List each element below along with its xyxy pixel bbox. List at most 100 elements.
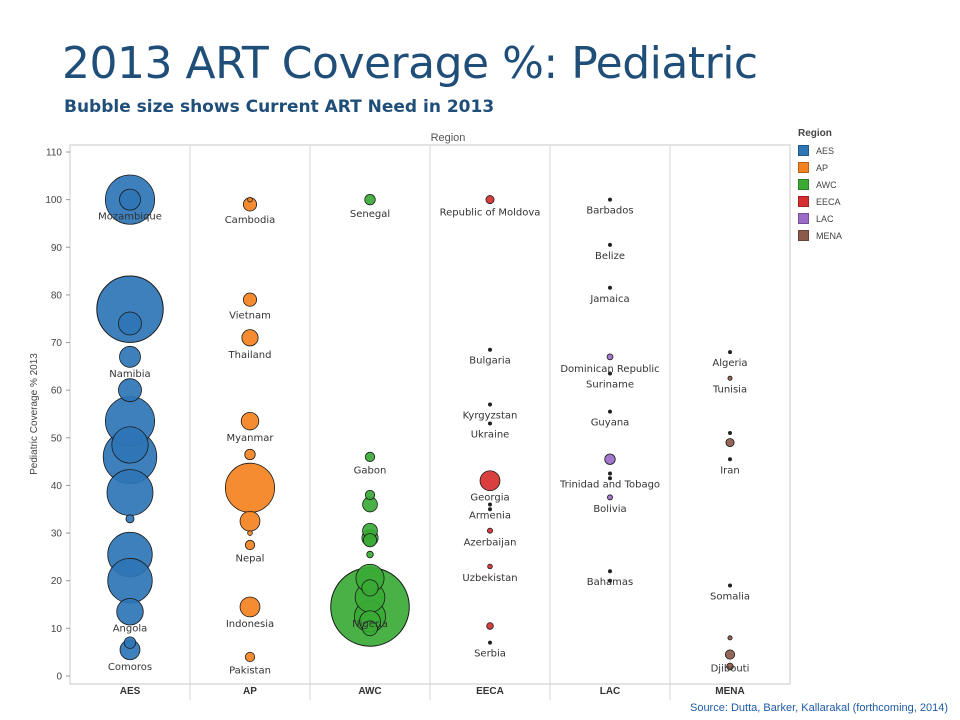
bubble-mena[interactable] <box>728 457 732 462</box>
point-label: Uzbekistan <box>462 573 517 584</box>
bubble-mena[interactable] <box>725 438 735 448</box>
point-label: Suriname <box>586 380 634 391</box>
bubble-mena[interactable] <box>728 350 732 355</box>
bubble-ap[interactable] <box>224 462 276 513</box>
bubble-ap[interactable] <box>239 596 261 618</box>
bubble-eeca[interactable] <box>488 347 492 352</box>
bubble-lac[interactable] <box>608 371 612 376</box>
point-label: Bahamas <box>587 577 634 588</box>
bubble-awc[interactable] <box>364 451 376 462</box>
point-label: Nigeria <box>352 619 388 630</box>
legend-label: MENA <box>816 230 843 241</box>
bubble-eeca[interactable] <box>488 640 492 645</box>
y-tick-label: 110 <box>46 148 62 159</box>
bubble-awc[interactable] <box>364 489 376 501</box>
bubble-mena[interactable] <box>726 662 734 671</box>
bubble-ap[interactable] <box>244 448 256 461</box>
y-tick-label: 30 <box>51 529 63 540</box>
point-label: Pakistan <box>229 666 271 677</box>
source-note: Source: Dutta, Barker, Kallarakal (forth… <box>689 702 948 714</box>
region-header-label: Region <box>431 132 466 144</box>
bubble-mena[interactable] <box>728 431 732 436</box>
x-category-label: AES <box>120 686 141 697</box>
bubble-ap[interactable] <box>244 651 256 663</box>
bubble-aes[interactable] <box>96 275 164 343</box>
bubble-ap[interactable] <box>247 196 253 203</box>
bubble-awc[interactable] <box>362 533 378 548</box>
x-category-label: AP <box>243 686 257 697</box>
bubble-ap[interactable] <box>240 411 260 431</box>
legend-swatch <box>798 230 809 241</box>
legend-label: LAC <box>816 213 834 224</box>
bubble-eeca[interactable] <box>488 507 492 512</box>
bubble-aes[interactable] <box>123 636 137 649</box>
bubble-lac[interactable] <box>608 471 612 476</box>
bubble-eeca[interactable] <box>488 502 492 507</box>
legend-item-mena[interactable]: MENA <box>798 227 842 244</box>
bubble-eeca[interactable] <box>479 470 501 492</box>
bubble-eeca[interactable] <box>485 195 495 205</box>
bubble-aes[interactable] <box>118 378 142 403</box>
bubble-aes[interactable] <box>116 598 144 626</box>
bubble-awc[interactable] <box>364 193 376 206</box>
legend-label: AP <box>816 162 829 173</box>
bubble-eeca[interactable] <box>487 563 493 570</box>
legend-item-awc[interactable]: AWC <box>798 176 842 193</box>
bubble-ap[interactable] <box>239 510 261 532</box>
legend-item-ap[interactable]: AP <box>798 159 842 176</box>
bubble-lac[interactable] <box>608 569 612 574</box>
bubble-eeca[interactable] <box>487 527 493 534</box>
point-label: Bulgaria <box>469 356 510 367</box>
bubble-mena[interactable] <box>727 375 733 381</box>
legend-swatch <box>798 162 809 173</box>
bubble-lac[interactable] <box>608 476 612 481</box>
bubble-aes[interactable] <box>119 345 141 368</box>
point-label: Cambodia <box>225 215 276 226</box>
page-title: 2013 ART Coverage %: Pediatric <box>62 38 758 89</box>
y-tick-label: 60 <box>51 386 63 397</box>
bubble-ap[interactable] <box>242 292 258 307</box>
legend-item-aes[interactable]: AES <box>798 142 842 159</box>
legend-label: AWC <box>816 179 837 190</box>
bubble-lac[interactable] <box>606 353 614 361</box>
bubble-lac[interactable] <box>608 197 612 202</box>
point-label: Senegal <box>350 209 390 220</box>
bubble-aes[interactable] <box>119 188 141 211</box>
point-label: Republic of Moldova <box>440 208 541 219</box>
bubble-lac[interactable] <box>608 409 612 414</box>
point-label: Thailand <box>228 350 272 361</box>
bubble-lac[interactable] <box>608 242 612 247</box>
bubble-mena[interactable] <box>724 649 736 660</box>
bubble-ap[interactable] <box>241 329 259 347</box>
bubble-mena[interactable] <box>727 635 733 641</box>
bubble-aes[interactable] <box>111 426 149 464</box>
bubble-ap[interactable] <box>244 539 256 551</box>
bubble-aes[interactable] <box>125 514 135 524</box>
bubble-awc[interactable] <box>361 579 379 597</box>
bubble-eeca[interactable] <box>488 402 492 407</box>
bubble-mena[interactable] <box>728 583 732 588</box>
x-category-label: LAC <box>600 686 621 697</box>
bubble-lac[interactable] <box>608 285 612 290</box>
bubble-eeca[interactable] <box>488 421 492 426</box>
y-axis-label: Pediatric Coverage % 2013 <box>29 353 40 475</box>
y-tick-label: 0 <box>56 672 62 683</box>
bubble-ap[interactable] <box>247 530 253 536</box>
bubble-aes[interactable] <box>107 558 153 604</box>
point-label: Azerbaijan <box>464 537 517 548</box>
bubble-awc[interactable] <box>362 620 378 637</box>
bubble-eeca[interactable] <box>486 622 494 630</box>
bubble-aes[interactable] <box>118 311 142 336</box>
point-label: Guyana <box>591 418 630 429</box>
legend-swatch <box>798 179 809 190</box>
bubble-lac[interactable] <box>607 494 613 501</box>
point-label: Indonesia <box>226 619 274 630</box>
bubble-aes[interactable] <box>106 469 154 517</box>
legend-item-lac[interactable]: LAC <box>798 210 842 227</box>
point-label: Serbia <box>474 649 506 660</box>
bubble-lac[interactable] <box>608 578 612 583</box>
bubble-lac[interactable] <box>604 453 616 465</box>
legend: Region AES AP AWC EECA LAC MENA <box>798 128 842 244</box>
bubble-awc[interactable] <box>366 550 374 559</box>
legend-item-eeca[interactable]: EECA <box>798 193 842 210</box>
